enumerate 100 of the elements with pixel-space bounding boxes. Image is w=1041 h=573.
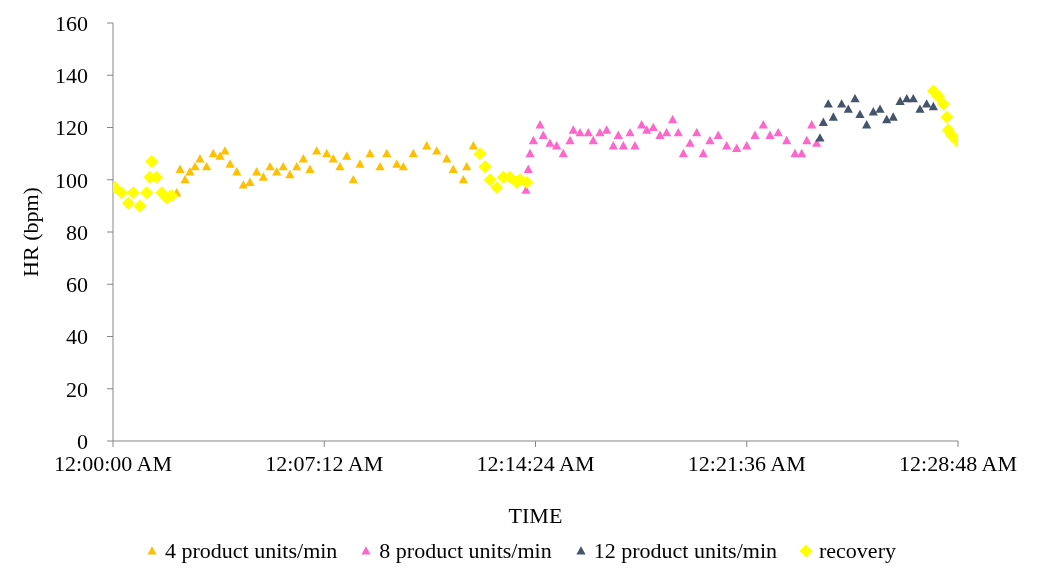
point <box>782 135 792 145</box>
point <box>588 135 598 145</box>
y-tick-label: 160 <box>55 10 88 36</box>
point <box>355 159 365 168</box>
y-tick-label: 120 <box>55 115 88 141</box>
point <box>126 186 140 200</box>
point <box>305 164 315 173</box>
point <box>538 130 548 139</box>
point <box>365 148 375 158</box>
point <box>837 99 847 108</box>
point <box>882 114 892 124</box>
point <box>722 140 732 150</box>
x-tick-label: 12:21:36 AM <box>687 450 806 476</box>
point <box>698 148 708 158</box>
point <box>292 161 302 171</box>
point <box>432 146 442 155</box>
point <box>202 161 212 171</box>
point <box>408 148 418 158</box>
point <box>797 148 807 158</box>
point <box>685 138 695 147</box>
point <box>225 159 235 168</box>
point <box>335 161 345 171</box>
point <box>328 154 338 163</box>
point <box>473 147 487 161</box>
point <box>922 99 932 108</box>
point <box>285 169 295 179</box>
point <box>713 130 723 139</box>
point <box>843 104 853 113</box>
y-tick-label: 100 <box>55 167 88 193</box>
y-tick-label: 80 <box>66 219 88 245</box>
point <box>422 140 432 150</box>
y-tick-label: 60 <box>66 272 88 298</box>
point <box>648 122 658 132</box>
point <box>382 148 392 158</box>
point <box>468 140 478 150</box>
point <box>145 154 159 168</box>
point <box>312 146 322 155</box>
point <box>888 112 898 121</box>
point <box>928 101 938 111</box>
point <box>662 127 672 137</box>
point <box>545 138 555 147</box>
point <box>815 133 825 142</box>
point <box>398 161 408 171</box>
point <box>678 148 688 158</box>
point <box>115 186 129 200</box>
point <box>931 89 945 103</box>
x-axis-title: TIME <box>508 503 563 528</box>
point <box>773 127 783 137</box>
point <box>828 112 838 121</box>
point <box>802 135 812 145</box>
point <box>940 110 954 124</box>
point <box>245 177 255 186</box>
x-tick-label: 12:28:48 AM <box>899 450 1017 476</box>
point <box>608 140 618 150</box>
point <box>750 130 760 139</box>
point <box>823 99 833 108</box>
point <box>742 140 752 150</box>
point <box>490 181 504 195</box>
point <box>238 180 248 189</box>
point <box>936 97 950 111</box>
point <box>478 160 492 174</box>
point <box>668 114 678 124</box>
point <box>462 161 472 171</box>
point <box>583 127 593 137</box>
point <box>565 135 575 145</box>
point <box>185 167 195 176</box>
point <box>602 125 612 134</box>
point <box>637 120 647 129</box>
point <box>252 167 262 176</box>
legend-label: 12 product units/min <box>593 538 778 564</box>
legend-label: 4 product units/min <box>165 538 338 564</box>
x-tick-label: 12:07:12 AM <box>265 450 384 476</box>
point <box>208 148 218 158</box>
point <box>520 175 534 189</box>
point <box>613 130 623 139</box>
point <box>523 164 533 173</box>
point <box>442 154 452 163</box>
y-tick-label: 20 <box>66 376 88 402</box>
legend-label: recovery <box>819 538 896 564</box>
point <box>568 125 578 134</box>
point <box>272 167 282 176</box>
y-axis-title: HR (bpm) <box>17 187 43 277</box>
point <box>265 161 275 171</box>
point <box>642 125 652 134</box>
legend-label: 8 product units/min <box>379 538 552 564</box>
point <box>342 151 352 160</box>
point <box>322 148 332 158</box>
point <box>392 159 402 168</box>
point <box>121 196 135 210</box>
point <box>528 135 538 145</box>
point <box>575 127 585 137</box>
point <box>298 154 308 163</box>
point <box>655 130 665 139</box>
point <box>625 127 635 137</box>
point <box>915 104 925 113</box>
y-tick-label: 140 <box>55 63 88 89</box>
point <box>765 130 775 139</box>
point <box>595 127 605 137</box>
point <box>220 146 230 155</box>
y-tick-label: 40 <box>66 324 88 350</box>
